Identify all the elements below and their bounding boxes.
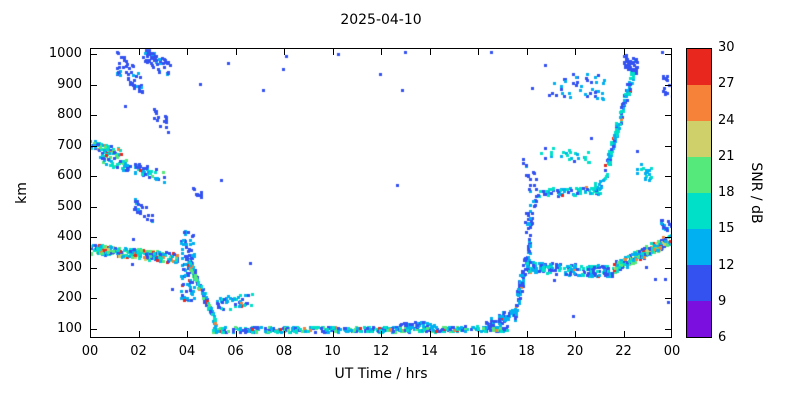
colorbar-tick-label: 21: [718, 148, 735, 164]
colorbar-band: [687, 49, 711, 85]
x-tick-label: 02: [130, 344, 147, 359]
y-tick-label: 500: [57, 198, 82, 214]
colorbar-tick-label: 9: [718, 293, 727, 309]
colorbar-tick-label: 24: [718, 112, 735, 128]
y-tick-label: 600: [57, 168, 82, 184]
x-tick-label: 00: [81, 344, 99, 359]
y-axis-label: km: [14, 182, 30, 204]
colorbar-band: [687, 301, 711, 337]
colorbar-tick-label: 27: [718, 76, 735, 92]
colorbar-band: [687, 157, 711, 193]
colorbar-band: [687, 265, 711, 301]
colorbar-band: [687, 229, 711, 265]
x-tick-label: 08: [275, 344, 293, 359]
x-tick-label: 14: [421, 344, 438, 359]
colorbar-band: [687, 85, 711, 121]
y-tick-label: 300: [57, 259, 82, 275]
x-tick-label: 04: [178, 344, 196, 359]
plot-area: [90, 48, 672, 338]
x-axis-label: UT Time / hrs: [334, 366, 428, 382]
axes-frame: [90, 48, 672, 338]
colorbar-band: [687, 193, 711, 229]
x-tick-label: 06: [227, 344, 244, 359]
colorbar-tick-label: 12: [718, 257, 735, 273]
colorbar-band: [687, 121, 711, 157]
y-tick-label: 800: [57, 107, 82, 123]
y-tick-label: 900: [57, 76, 82, 92]
x-tick-label: 10: [324, 344, 341, 359]
colorbar-tick-label: 18: [718, 185, 735, 200]
y-tick-label: 200: [57, 290, 82, 306]
y-tick-label: 1000: [48, 46, 82, 62]
colorbar-tick-label: 15: [718, 221, 735, 237]
x-tick-label: 12: [372, 344, 390, 359]
chart-title: 2025-04-10: [340, 12, 422, 28]
scatter-canvas: [90, 48, 672, 338]
x-tick-label: 20: [566, 344, 584, 359]
y-tick-label: 700: [57, 137, 82, 153]
colorbar-tick-label: 30: [718, 40, 735, 55]
x-tick-label: 00: [663, 344, 681, 359]
y-tick-label: 400: [57, 229, 82, 245]
x-tick-label: 22: [615, 344, 632, 359]
y-tick-label: 100: [57, 320, 82, 336]
colorbar-label: SNR / dB: [748, 162, 764, 224]
x-tick-label: 16: [469, 344, 487, 359]
x-tick-label: 18: [518, 344, 535, 359]
colorbar: [686, 48, 712, 338]
colorbar-tick-label: 6: [718, 330, 727, 345]
